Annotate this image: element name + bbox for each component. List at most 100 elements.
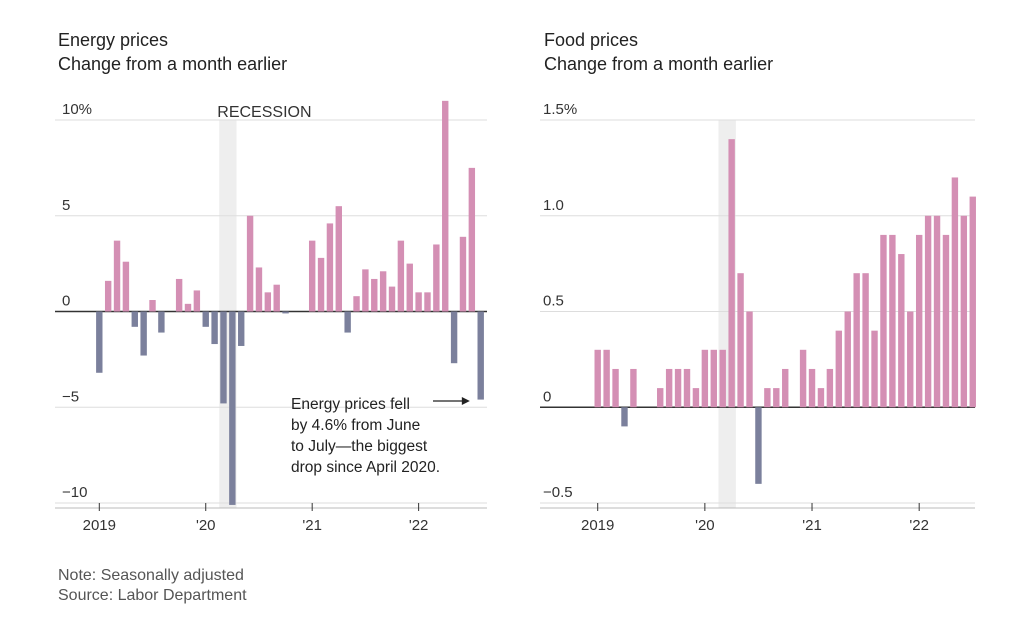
energy-bar	[353, 296, 360, 312]
food-bar	[603, 349, 610, 408]
food-bar	[710, 349, 717, 408]
energy-bar	[450, 311, 458, 364]
energy-bar	[424, 292, 431, 312]
energy-bar	[255, 267, 263, 312]
energy-bar	[415, 292, 422, 312]
energy-annotation-arrowhead	[461, 397, 470, 405]
food-bar	[630, 368, 637, 408]
energy-bar	[122, 261, 130, 312]
food-bar	[674, 368, 682, 408]
energy-bar	[371, 278, 378, 312]
energy-bar	[158, 311, 165, 333]
energy-chart-subtitle: Change from a month earlier	[58, 54, 287, 74]
energy-bar	[308, 240, 316, 312]
energy-x-tick-label: '22	[409, 517, 429, 534]
energy-bar	[273, 284, 280, 312]
food-bar	[907, 311, 914, 408]
energy-annotation-line: drop since April 2020.	[291, 459, 440, 476]
food-bar	[782, 368, 789, 408]
food-bar	[835, 330, 843, 408]
energy-bar	[264, 292, 272, 312]
food-bar	[701, 349, 709, 408]
energy-bar	[442, 100, 449, 312]
food-y-tick-label: 1.5%	[543, 101, 577, 118]
energy-y-tick-label: 10%	[62, 101, 92, 118]
energy-bar	[388, 286, 396, 312]
energy-y-tick-label: 0	[62, 293, 70, 310]
food-bar	[621, 407, 628, 427]
energy-bar	[477, 311, 484, 400]
food-bar	[773, 388, 780, 408]
charts-canvas: Energy prices Change from a month earlier…	[55, 30, 976, 534]
energy-x-tick-label: '21	[302, 517, 322, 534]
energy-bar	[379, 271, 387, 312]
footer-note: Note: Seasonally adjusted	[58, 567, 244, 584]
energy-bar	[104, 280, 112, 312]
energy-bar	[175, 278, 183, 312]
energy-y-tick-label: −10	[62, 484, 87, 501]
food-bar	[933, 215, 941, 408]
food-bar	[612, 368, 619, 408]
food-bar	[969, 196, 976, 408]
energy-bar	[211, 311, 218, 345]
food-bar	[808, 368, 816, 408]
food-bar	[728, 139, 735, 408]
energy-y-tick-label: −5	[62, 388, 79, 405]
energy-bar	[468, 167, 476, 312]
food-bar	[880, 234, 887, 408]
energy-bar	[113, 240, 121, 312]
food-y-tick-label: 0.5	[543, 293, 564, 310]
food-bar	[817, 388, 825, 408]
food-bar	[951, 177, 959, 408]
energy-bar	[238, 311, 245, 346]
energy-annotation-line: to July—the biggest	[291, 438, 428, 455]
energy-bar	[317, 257, 325, 312]
food-bar	[692, 388, 700, 408]
energy-recession-label: RECESSION	[217, 104, 311, 121]
energy-bar	[193, 290, 201, 312]
food-x-tick-label: '22	[909, 517, 929, 534]
food-bar	[665, 368, 673, 408]
food-bar	[657, 388, 664, 408]
energy-bar	[344, 311, 351, 333]
food-bar	[960, 215, 968, 408]
food-bar	[871, 330, 878, 408]
food-bar	[826, 368, 834, 408]
food-bar	[594, 349, 601, 408]
food-bar	[799, 349, 807, 408]
footer-source: Source: Labor Department	[58, 587, 247, 604]
food-y-tick-label: 1.0	[543, 197, 564, 214]
food-x-tick-label: '21	[802, 517, 822, 534]
food-bar	[764, 388, 771, 408]
energy-bar	[335, 206, 342, 312]
energy-chart: Energy prices Change from a month earlier…	[55, 30, 487, 534]
energy-x-tick-label: '20	[196, 517, 216, 534]
food-bar	[746, 311, 753, 408]
food-bar	[719, 349, 726, 408]
energy-bar	[246, 215, 254, 312]
energy-bar	[220, 311, 227, 404]
food-bar	[853, 273, 860, 408]
food-bar	[898, 254, 905, 408]
food-y-tick-label: 0	[543, 388, 551, 405]
energy-annotation-line: by 4.6% from June	[291, 417, 420, 434]
food-x-tick-label: 2019	[581, 517, 614, 534]
energy-bar	[149, 300, 156, 312]
energy-chart-title: Energy prices	[58, 30, 168, 50]
energy-bar	[433, 244, 440, 312]
food-bar	[683, 368, 691, 408]
food-bar	[737, 273, 744, 408]
energy-bar	[459, 236, 467, 312]
food-chart-title: Food prices	[544, 30, 638, 50]
energy-bar	[326, 223, 334, 312]
food-chart: Food prices Change from a month earlier 1.…	[540, 30, 976, 534]
energy-bar	[406, 263, 413, 312]
food-bar	[755, 407, 762, 484]
energy-bar	[397, 240, 405, 312]
food-bar	[915, 234, 923, 408]
energy-annotation-line: Energy prices fell	[291, 396, 410, 413]
energy-bar	[96, 311, 103, 373]
energy-bar	[282, 311, 289, 314]
energy-bar	[229, 311, 236, 505]
food-chart-subtitle: Change from a month earlier	[544, 54, 773, 74]
